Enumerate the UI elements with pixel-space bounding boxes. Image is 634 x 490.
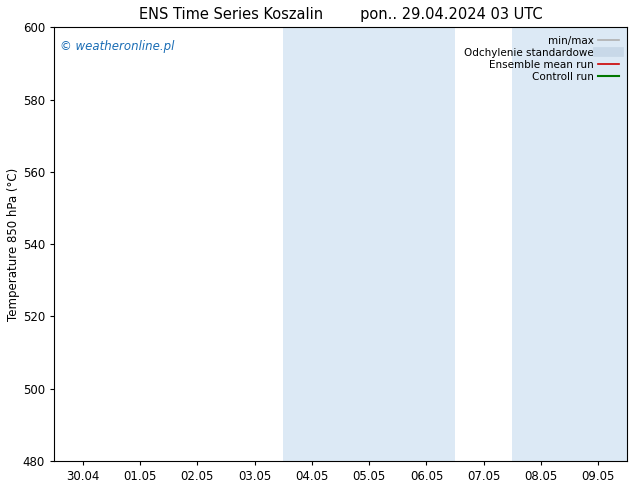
- Title: ENS Time Series Koszalin        pon.. 29.04.2024 03 UTC: ENS Time Series Koszalin pon.. 29.04.202…: [139, 7, 542, 22]
- Text: © weatheronline.pl: © weatheronline.pl: [60, 40, 174, 53]
- Legend: min/max, Odchylenie standardowe, Ensemble mean run, Controll run: min/max, Odchylenie standardowe, Ensembl…: [461, 32, 622, 85]
- Y-axis label: Temperature 850 hPa (°C): Temperature 850 hPa (°C): [7, 168, 20, 321]
- Bar: [283, 27, 340, 461]
- Bar: [512, 27, 627, 461]
- Bar: [340, 27, 455, 461]
